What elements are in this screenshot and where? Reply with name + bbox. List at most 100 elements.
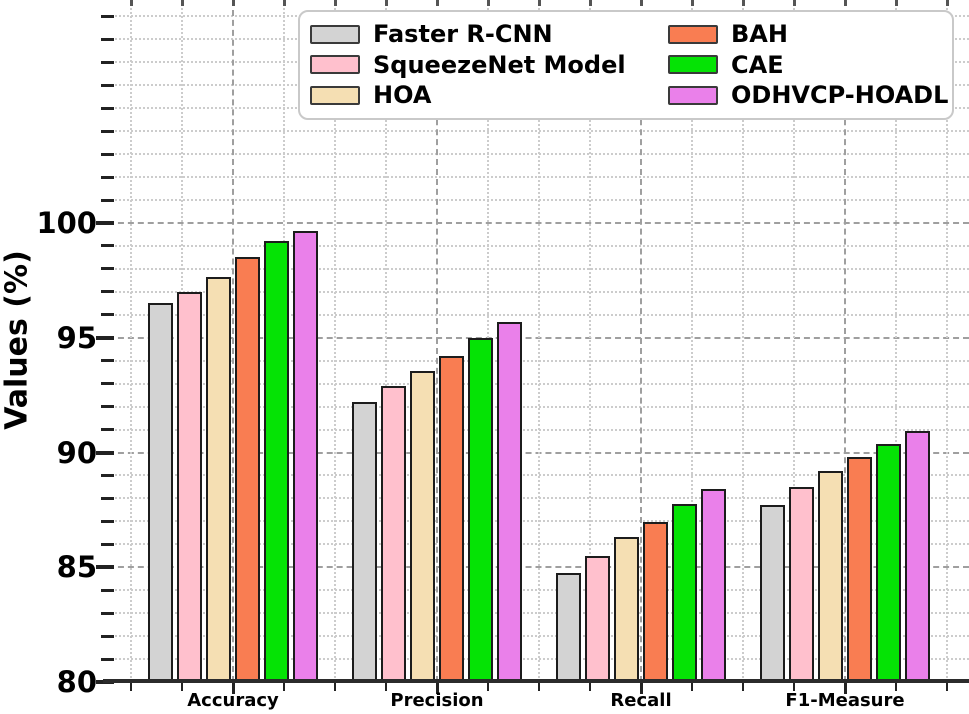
gridline-v-6: [436, 0, 438, 682]
bar-bah-f1-measure: [847, 457, 872, 682]
legend-item-squeezenet-model: SqueezeNet Model: [310, 50, 668, 79]
x-tick-label-precision: Precision: [390, 690, 484, 711]
gridline-v-13: [793, 0, 795, 682]
legend-swatch-faster-r-cnn: [310, 24, 360, 44]
bar-squeezenet-model-accuracy: [177, 291, 202, 682]
y-axis-tick: [96, 565, 114, 570]
legend-item-faster-r-cnn: Faster R-CNN: [310, 20, 668, 49]
gridline-v-5: [385, 0, 387, 682]
bar-hoa-recall: [614, 537, 639, 682]
y-tick-label-90: 90: [56, 435, 97, 470]
top-tick: [130, 0, 133, 6]
y-axis-tick: [101, 657, 114, 661]
top-tick: [232, 0, 235, 6]
x-axis-tick: [231, 683, 235, 694]
bar-faster-r-cnn-f1-measure: [760, 505, 785, 682]
y-axis-tick: [101, 496, 114, 500]
y-axis-tick: [101, 267, 114, 271]
y-axis-tick: [101, 542, 114, 546]
x-axis-tick: [588, 683, 591, 691]
top-tick: [895, 0, 898, 6]
x-axis-tick: [843, 683, 847, 694]
bar-bah-precision: [439, 356, 464, 682]
x-axis-tick: [792, 683, 795, 691]
top-tick: [436, 0, 439, 6]
bar-bah-accuracy: [235, 257, 260, 682]
top-tick: [283, 0, 286, 6]
legend-item-hoa: HOA: [310, 81, 668, 110]
bar-cae-recall: [672, 504, 697, 682]
y-axis-tick: [101, 473, 114, 477]
y-axis-tick: [96, 450, 114, 455]
legend-swatch-squeezenet-model: [310, 55, 360, 75]
gridline-v-12: [742, 0, 744, 682]
gridline-v-11: [691, 0, 693, 682]
y-axis-tick: [101, 60, 114, 64]
gridline-v-8: [538, 0, 540, 682]
legend-item-odhvcp-hoadl: ODHVCP-HOADL: [668, 81, 949, 110]
legend-swatch-cae: [668, 55, 718, 75]
y-axis-tick: [101, 152, 114, 156]
x-axis-tick: [333, 683, 336, 691]
bar-faster-r-cnn-accuracy: [148, 303, 173, 682]
top-tick: [844, 0, 847, 6]
x-axis-tick: [894, 683, 897, 691]
bar-hoa-accuracy: [206, 276, 231, 682]
bar-hoa-f1-measure: [818, 470, 843, 682]
top-tick: [181, 0, 184, 6]
legend-label: BAH: [731, 20, 788, 49]
top-tick: [691, 0, 694, 6]
x-axis-tick: [180, 683, 183, 691]
gridline-v-9: [589, 0, 591, 682]
legend-swatch-bah: [668, 24, 718, 44]
x-axis-tick: [690, 683, 693, 691]
y-axis-tick: [101, 519, 114, 523]
x-tick-label-f1-measure: F1-Measure: [785, 690, 905, 711]
y-axis-tick: [101, 198, 114, 202]
y-axis-tick: [96, 335, 114, 340]
y-axis-tick: [101, 175, 114, 179]
y-axis-tick: [96, 221, 114, 225]
gridline-v-2: [232, 0, 234, 682]
x-axis-line: [103, 679, 969, 683]
legend-label: ODHVCP-HOADL: [731, 81, 949, 110]
legend-label: Faster R-CNN: [373, 20, 553, 49]
bar-odhvcp-hoadl-precision: [497, 321, 522, 682]
bar-bah-recall: [643, 522, 668, 682]
y-axis-tick: [101, 405, 114, 409]
legend-swatch-odhvcp-hoadl: [668, 86, 718, 106]
legend-item-cae: CAE: [668, 51, 948, 78]
top-tick: [385, 0, 388, 6]
y-axis-tick: [101, 14, 114, 18]
bar-squeezenet-model-f1-measure: [789, 486, 814, 682]
x-tick-label-recall: Recall: [610, 690, 672, 711]
x-axis-tick: [537, 683, 540, 691]
x-axis-tick: [486, 683, 489, 691]
bar-cae-precision: [468, 337, 493, 682]
top-tick: [589, 0, 592, 6]
bar-squeezenet-model-recall: [585, 555, 610, 682]
gridline-v-14: [844, 0, 846, 682]
legend-label: SqueezeNet Model: [373, 50, 626, 79]
bar-squeezenet-model-precision: [381, 385, 406, 682]
y-axis-tick: [101, 129, 114, 133]
bar-odhvcp-hoadl-f1-measure: [905, 430, 930, 682]
y-axis-tick: [101, 83, 114, 87]
bar-odhvcp-hoadl-recall: [701, 489, 726, 682]
legend: Faster R-CNN SqueezeNet Model HOA BAH CAE ODH…: [298, 10, 954, 120]
gridline-v-4: [334, 0, 336, 682]
y-tick-label-85: 85: [56, 550, 97, 585]
x-axis-tick: [282, 683, 285, 691]
y-axis-tick: [101, 313, 114, 317]
gridline-v-0: [130, 0, 132, 682]
bar-odhvcp-hoadl-accuracy: [293, 231, 318, 682]
top-tick: [487, 0, 490, 6]
top-tick: [742, 0, 745, 6]
y-axis-tick: [101, 634, 114, 638]
gridline-v-16: [946, 0, 948, 682]
top-tick: [946, 0, 949, 6]
legend-label: HOA: [373, 81, 432, 110]
bar-cae-f1-measure: [876, 444, 901, 682]
x-axis-tick: [945, 683, 948, 691]
